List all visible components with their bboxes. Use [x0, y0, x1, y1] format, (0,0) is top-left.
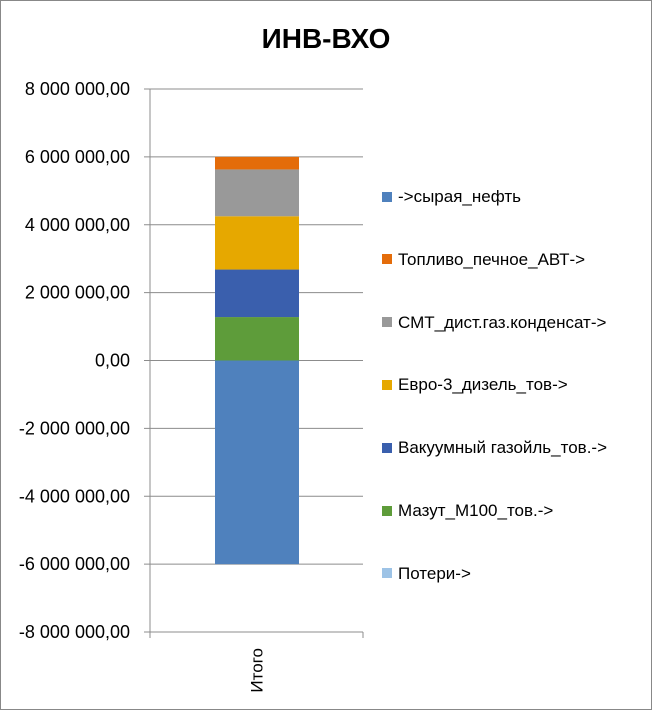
legend-item: ->сырая_нефть — [382, 187, 521, 209]
legend-label: Мазут_М100_тов.-> — [398, 501, 554, 520]
category-label: Итого — [248, 648, 267, 693]
y-tick-label: 2 000 000,00 — [25, 283, 130, 303]
legend-swatch — [382, 254, 392, 265]
legend-swatch — [382, 505, 392, 516]
legend-item: Вакуумный газойль_тов.-> — [382, 438, 607, 460]
bar-segment — [215, 317, 299, 361]
legend-swatch — [382, 379, 392, 390]
y-tick-label: -2 000 000,00 — [19, 418, 130, 438]
legend-swatch — [382, 191, 392, 202]
bar-segment — [215, 169, 299, 217]
legend-item: Потери-> — [382, 564, 471, 586]
y-tick-label: 0,00 — [95, 351, 130, 371]
legend-label: Вакуумный газойль_тов.-> — [398, 438, 608, 458]
legend-label: Потери-> — [398, 563, 471, 583]
bar-segment — [215, 156, 299, 170]
legend-item: СМТ_дист.газ.конденсат-> — [382, 313, 606, 335]
y-tick-label: 8 000 000,00 — [25, 79, 130, 99]
legend-label: Евро-3_дизель_тов-> — [398, 375, 568, 395]
y-tick-label: 6 000 000,00 — [25, 147, 130, 167]
legend-swatch — [382, 442, 392, 453]
y-tick-label: -8 000 000,00 — [19, 622, 130, 642]
y-tick-label: 4 000 000,00 — [25, 215, 130, 235]
y-tick-label: -4 000 000,00 — [19, 486, 130, 506]
legend-swatch — [382, 317, 392, 328]
bar-segment — [215, 360, 299, 565]
legend-label: СМТ_дист.газ.конденсат-> — [398, 312, 607, 332]
legend-label: ->сырая_нефть — [398, 187, 521, 206]
legend-label: Топливо_печное_АВТ-> — [398, 249, 586, 269]
legend-item: Топливо_печное_АВТ-> — [382, 250, 585, 272]
legend-item: Евро-3_дизель_тов-> — [382, 375, 568, 397]
legend-item: Мазут_М100_тов.-> — [382, 501, 553, 523]
y-tick-label: -6 000 000,00 — [19, 554, 130, 574]
chart-title: ИНВ-ВХО — [261, 23, 391, 54]
bar-segment — [215, 216, 299, 270]
legend-swatch — [382, 568, 392, 579]
bar-segment — [215, 269, 299, 318]
